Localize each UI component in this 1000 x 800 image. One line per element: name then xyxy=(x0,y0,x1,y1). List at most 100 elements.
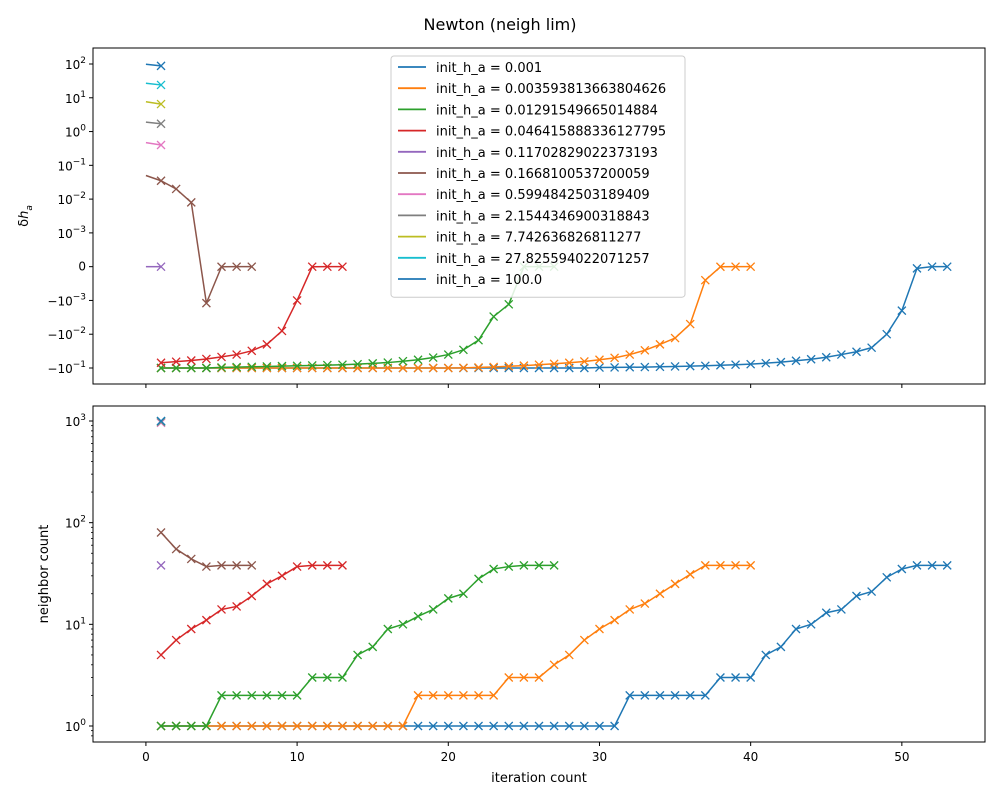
bottom-data-point xyxy=(413,611,423,621)
bottom-data-point xyxy=(443,593,453,603)
top-series-line xyxy=(145,101,162,105)
top-data-point xyxy=(186,197,196,207)
top-data-point xyxy=(700,361,710,371)
bottom-data-point xyxy=(232,721,242,731)
bottom-data-point xyxy=(549,560,559,570)
top-data-point xyxy=(534,360,544,370)
bottom-data-point xyxy=(307,560,317,570)
bottom-data-point xyxy=(595,721,604,731)
bottom-data-point xyxy=(217,690,226,700)
top-data-point xyxy=(761,358,771,368)
top-data-point xyxy=(700,275,710,285)
bottom-data-point xyxy=(610,615,620,625)
bottom-data-point xyxy=(292,721,302,731)
bottom-data-point xyxy=(337,721,347,731)
bottom-data-point xyxy=(504,673,514,682)
bottom-data-point xyxy=(217,721,226,731)
legend-entry-label: init_h_a = 0.001 xyxy=(436,61,542,76)
bottom-x-tick-label: 40 xyxy=(743,750,758,764)
top-data-point xyxy=(625,362,635,372)
legend: init_h_a = 0.001 init_h_a = 0.00359381366… xyxy=(390,55,686,298)
bottom-data-point xyxy=(700,560,710,570)
top-data-point xyxy=(262,363,272,373)
bottom-data-point xyxy=(156,721,166,731)
figure-title: Newton (neigh lim) xyxy=(424,15,577,34)
top-data-point xyxy=(232,350,242,360)
bottom-data-point xyxy=(171,635,181,645)
top-data-point xyxy=(927,262,937,272)
top-data-point xyxy=(489,362,499,372)
top-y-tick-label: 10−1 xyxy=(57,157,86,173)
bottom-data-point xyxy=(277,571,287,581)
top-data-point xyxy=(186,356,196,365)
bottom-x-tick-label: 10 xyxy=(289,750,304,764)
bottom-data-point xyxy=(353,721,363,731)
top-data-point xyxy=(156,176,166,186)
top-data-point xyxy=(715,262,725,272)
bottom-series-line xyxy=(161,564,555,727)
top-data-point xyxy=(232,362,242,372)
top-data-point xyxy=(428,353,438,362)
top-data-point xyxy=(353,359,363,369)
top-plot-frame xyxy=(92,47,986,385)
top-data-point xyxy=(186,363,196,373)
bottom-data-point xyxy=(746,673,756,682)
top-y-tick-label: 100 xyxy=(65,124,86,140)
top-data-point xyxy=(156,262,166,272)
top-data-point xyxy=(579,363,589,373)
top-data-point xyxy=(731,360,741,370)
top-data-point xyxy=(595,355,604,365)
bottom-data-point xyxy=(307,721,317,731)
bottom-data-point xyxy=(821,608,831,618)
top-data-point xyxy=(156,119,166,129)
bottom-data-point xyxy=(700,690,710,700)
legend-entry-label: init_h_a = 0.1668100537200059 xyxy=(436,167,650,182)
bottom-data-point xyxy=(232,601,242,611)
top-data-point xyxy=(610,353,620,363)
bottom-data-point xyxy=(564,650,574,660)
top-data-point xyxy=(458,345,468,355)
bottom-y-tick-label: 103 xyxy=(65,413,86,429)
bottom-data-point xyxy=(413,690,423,700)
top-data-point xyxy=(882,329,892,339)
bottom-data-point xyxy=(519,560,529,570)
top-data-point xyxy=(322,360,332,370)
top-data-point xyxy=(156,140,166,150)
bottom-data-point xyxy=(489,690,499,700)
bottom-data-point xyxy=(655,690,665,700)
bottom-data-point xyxy=(534,721,544,731)
top-data-point xyxy=(247,363,257,373)
bottom-y-tick-label: 101 xyxy=(65,616,86,632)
bottom-data-point xyxy=(912,560,922,570)
top-data-point xyxy=(217,262,226,272)
top-data-point xyxy=(292,361,302,371)
bottom-data-point xyxy=(685,569,695,579)
bottom-data-point xyxy=(458,721,468,731)
top-data-point xyxy=(156,99,166,109)
bottom-y-tick-label: 100 xyxy=(65,718,86,734)
bottom-data-point xyxy=(277,690,287,700)
bottom-data-point xyxy=(337,673,347,682)
top-data-point xyxy=(171,363,181,373)
top-data-point xyxy=(368,358,378,368)
bottom-data-point xyxy=(731,673,741,682)
bottom-data-point xyxy=(504,562,514,572)
bottom-data-point xyxy=(247,591,257,601)
top-series-line xyxy=(145,174,252,304)
top-data-point xyxy=(504,363,514,373)
top-plot-marks xyxy=(145,61,952,373)
bottom-x-tick-label: 30 xyxy=(592,750,607,764)
bottom-data-point xyxy=(519,721,529,731)
top-data-point xyxy=(746,359,756,369)
top-data-point xyxy=(156,61,166,71)
top-data-point xyxy=(217,352,226,362)
bottom-data-point xyxy=(610,721,620,731)
bottom-data-point xyxy=(791,624,801,634)
bottom-plot-frame xyxy=(92,405,986,743)
top-data-point xyxy=(171,357,181,367)
bottom-data-point xyxy=(519,673,529,682)
top-data-point xyxy=(610,362,620,372)
top-series-line xyxy=(145,121,162,125)
legend-entry-label: init_h_a = 2.1544346900318843 xyxy=(436,209,650,224)
